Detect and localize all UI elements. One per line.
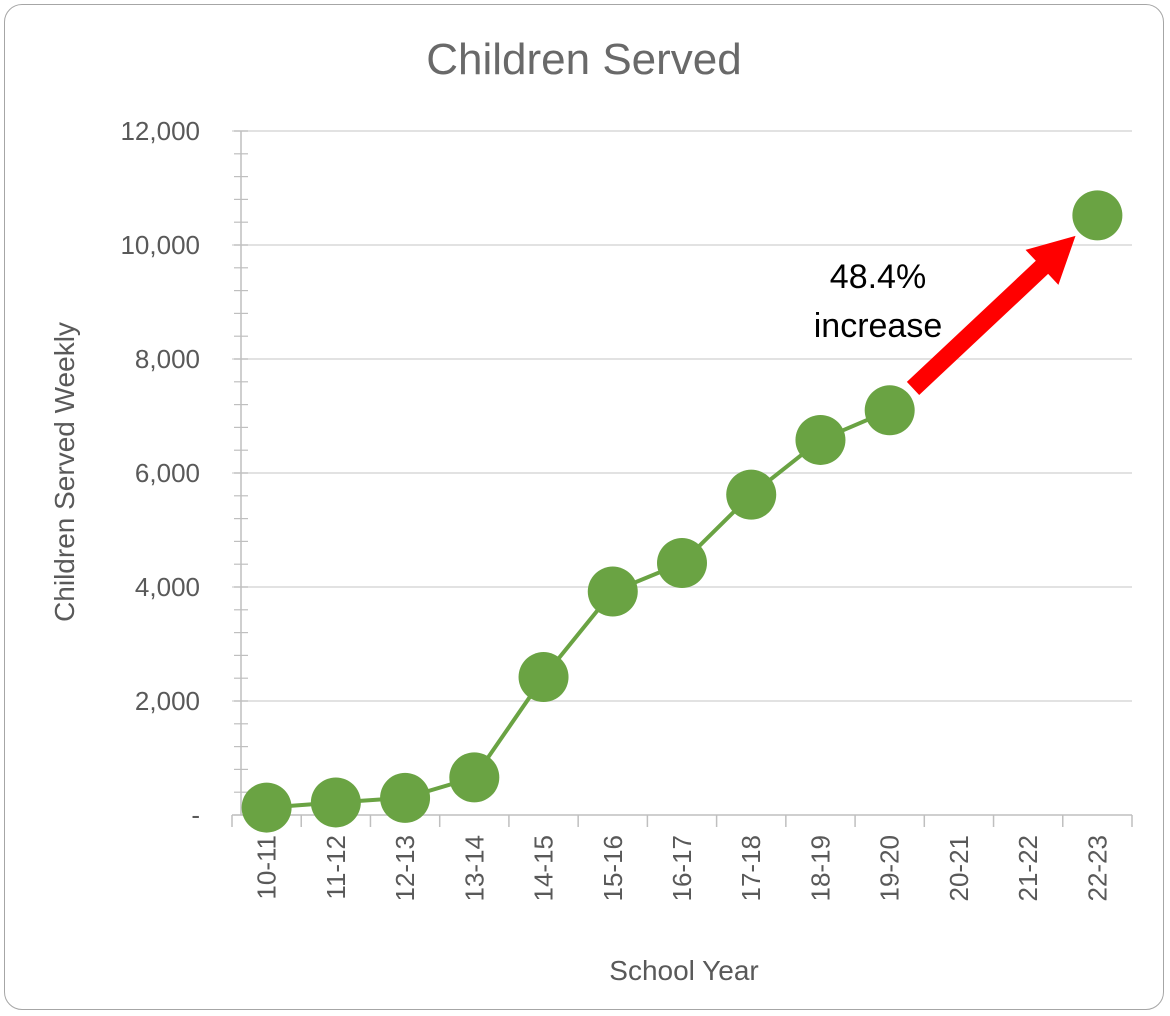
data-point bbox=[380, 772, 431, 823]
x-tick-label: 15-16 bbox=[598, 835, 628, 902]
annotation-text: increase bbox=[814, 307, 943, 345]
y-tick-label: - bbox=[191, 800, 200, 830]
annotation-group: 48.4% increase bbox=[814, 235, 1076, 395]
y-tick-label: 6,000 bbox=[135, 458, 200, 488]
data-point bbox=[310, 777, 361, 828]
y-tick-label: 10,000 bbox=[120, 230, 200, 260]
y-tick-label: 8,000 bbox=[135, 344, 200, 374]
x-tick-label: 19-20 bbox=[875, 835, 905, 902]
x-tick-label: 10-11 bbox=[252, 835, 282, 900]
chart-frame bbox=[4, 4, 1164, 1010]
series-line-group bbox=[241, 190, 1123, 833]
data-point bbox=[449, 752, 500, 803]
data-point bbox=[587, 566, 638, 617]
x-tick-labels: 10-11 11-12 12-13 13-14 14-15 15-16 16-17 17-18… bbox=[252, 835, 1113, 902]
x-tick-label: 12-13 bbox=[390, 835, 420, 902]
annotation-text: 48.4% bbox=[830, 258, 926, 296]
increase-arrow bbox=[906, 235, 1076, 395]
chart-title: Children Served bbox=[426, 35, 742, 84]
x-tick-label: 20-21 bbox=[944, 835, 974, 902]
data-point bbox=[864, 385, 915, 436]
y-tick-labels: - 2,000 4,000 6,000 8,000 10,000 12,000 bbox=[120, 116, 200, 830]
data-point bbox=[518, 652, 569, 703]
data-point bbox=[241, 782, 292, 833]
x-tick-label: 18-19 bbox=[805, 835, 835, 902]
y-axis-label: Children Served Weekly bbox=[49, 322, 80, 622]
x-tick-label: 16-17 bbox=[667, 835, 697, 902]
x-tick-label: 14-15 bbox=[529, 835, 559, 902]
data-point bbox=[1072, 190, 1123, 241]
y-tick-label: 12,000 bbox=[120, 116, 200, 146]
x-axis-label: School Year bbox=[609, 955, 758, 986]
series-line bbox=[267, 215, 1098, 807]
data-point bbox=[726, 469, 777, 520]
x-tick-label: 11-12 bbox=[321, 835, 351, 900]
data-point bbox=[657, 538, 707, 589]
x-tick-label: 21-22 bbox=[1013, 835, 1043, 902]
y-tick-label: 4,000 bbox=[135, 572, 200, 602]
axes bbox=[231, 130, 1133, 827]
x-tick-label: 17-18 bbox=[736, 835, 766, 902]
y-tick-label: 2,000 bbox=[135, 686, 200, 716]
x-tick-label: 22-23 bbox=[1082, 835, 1112, 902]
x-tick-label: 13-14 bbox=[459, 835, 489, 902]
gridlines bbox=[232, 130, 1132, 702]
data-point bbox=[795, 414, 846, 465]
